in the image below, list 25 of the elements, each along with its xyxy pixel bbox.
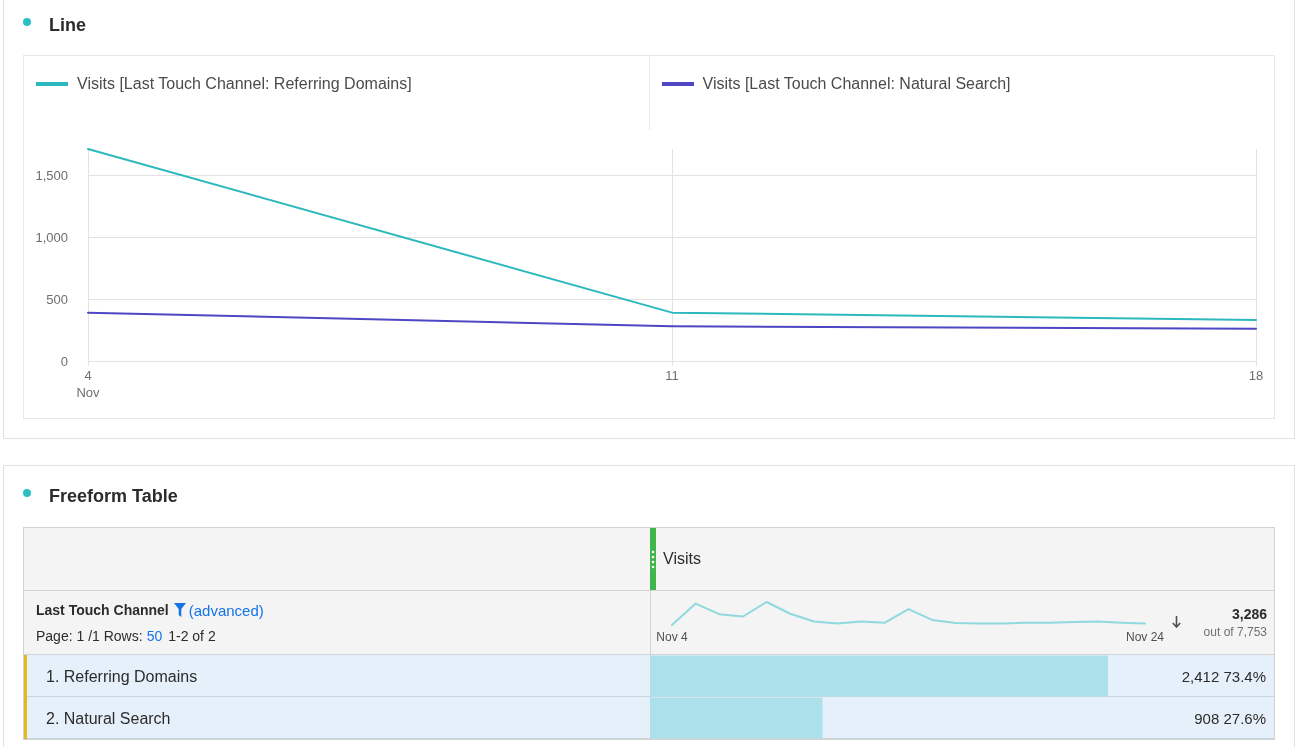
text: 50 [146,628,163,644]
chart-title: Line [49,14,87,36]
text: Page: 1 /1 Rows: [36,628,143,644]
y-tick-label: 1,500 [35,167,68,183]
x-axis-title: Visits [663,549,701,569]
y-axis-title: Last Touch Channel [36,602,169,618]
y-tick-label: 1,000 [35,229,68,245]
data-label: 908 27.6% [1194,709,1266,727]
x-tick-label: Nov 24 [1125,630,1165,644]
y-tick-label: 1. Referring Domains [46,667,198,685]
x-tick-label: 11 [665,368,679,383]
text: 3,286 [1231,605,1267,623]
y-tick-label: 500 [46,291,68,307]
x-tick-label: 18 [1248,368,1264,383]
x-tick-label: 4 Nov [76,368,101,400]
text: (advanced) [188,601,264,619]
text: out of 7,753 [1203,624,1267,640]
data-label: 2,412 73.4% [1181,667,1266,685]
y-tick-label: 2. Natural Search [46,709,171,727]
x-tick-label: Nov 4 [656,630,688,644]
text: Freeform Table [49,485,178,507]
text: 1-2 of 2 [168,628,216,644]
y-tick-label: 0 [60,353,68,369]
legend-label: Visits [Last Touch Channel: Natural Search] [702,74,1011,94]
legend-label: Visits [Last Touch Channel: Referring Domains] [77,74,412,94]
